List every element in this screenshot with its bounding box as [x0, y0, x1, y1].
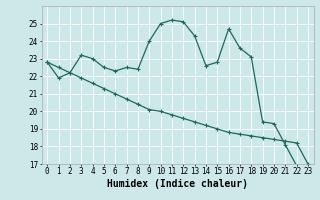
X-axis label: Humidex (Indice chaleur): Humidex (Indice chaleur): [107, 179, 248, 189]
